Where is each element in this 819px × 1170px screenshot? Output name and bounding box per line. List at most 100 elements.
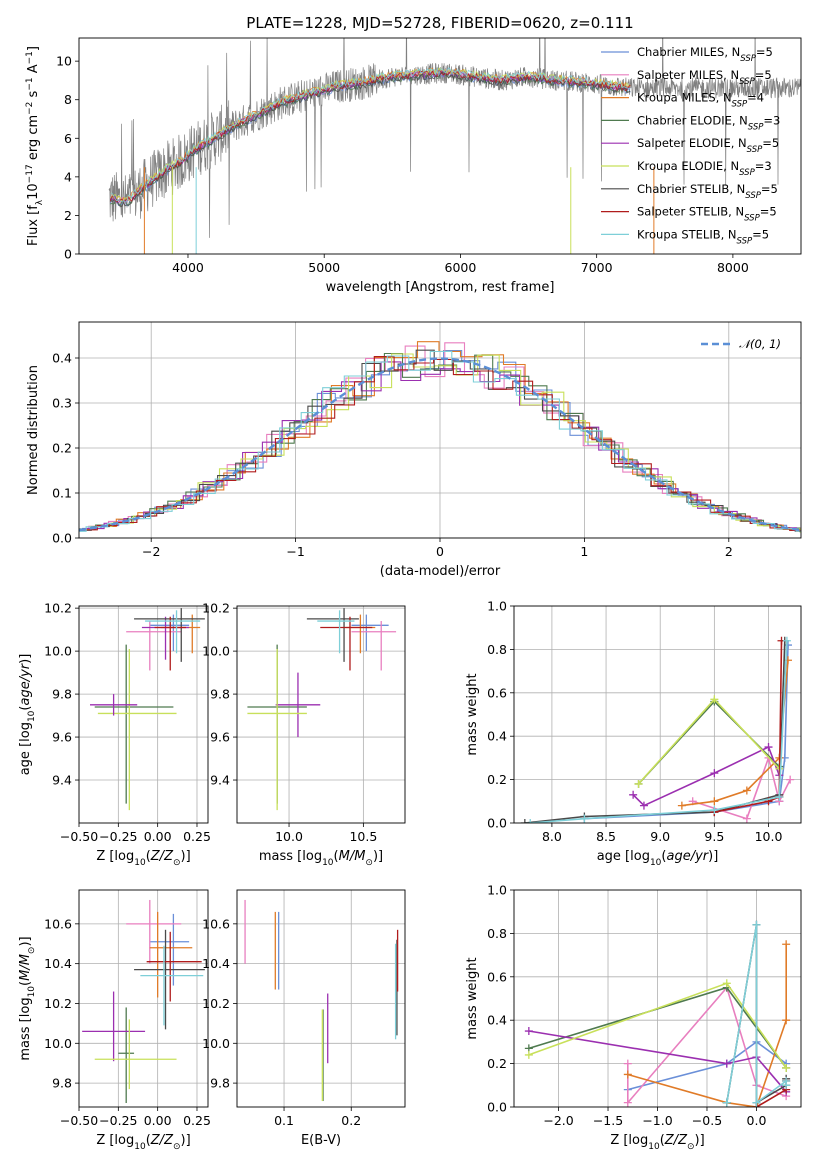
weight-marker — [782, 1016, 791, 1025]
weight-line — [726, 924, 787, 1105]
y-tick-label: 0.8 — [487, 926, 507, 941]
x-tick-label: 1 — [580, 544, 588, 559]
x-tick-label: 8.0 — [542, 829, 562, 844]
panel-residuals: −2 −1 0 1 2 0.0 0.1 0.2 0.3 0.4 (data-model)/error… — [26, 321, 802, 579]
weight-marker — [710, 805, 719, 814]
weight-marker — [722, 1098, 731, 1107]
y-tick-label: 0.1 — [52, 486, 72, 501]
x-axis-label: (data-model)/error — [380, 564, 501, 579]
weight-marker — [634, 779, 643, 788]
weight-line — [714, 640, 783, 813]
y-axis-label: mass [log10(M/M⊙)] — [18, 936, 37, 1060]
panel-age_vs_Z: −0.50 −0.25 0.00 0.25 9.4 9.6 9.8 10.0 10.2 Z [lo… — [18, 601, 211, 868]
y-tick-label: 10.0 — [202, 1036, 230, 1051]
plot-area-residuals — [79, 322, 801, 538]
y-tick-label: 9.6 — [210, 730, 230, 745]
x-axis-label: wavelength [Angstrom, rest frame] — [326, 280, 555, 295]
weight-marker — [752, 1098, 761, 1107]
x-tick-label: 8000 — [717, 260, 749, 275]
plot-area-weight_vs_Z — [514, 890, 801, 1107]
x-tick-label: −1.0 — [642, 1113, 672, 1128]
weight-marker — [623, 1059, 632, 1068]
x-tick-label: 0.25 — [183, 1113, 211, 1128]
weight-line — [627, 944, 787, 1107]
y-tick-label: 10.0 — [202, 644, 230, 659]
y-tick-label: 0.8 — [487, 642, 507, 657]
weight-marker — [524, 1027, 533, 1036]
x-tick-label: 4000 — [172, 260, 204, 275]
panel-mass_vs_Z: −0.50 −0.25 0.00 0.25 9.8 10.0 10.2 10.4 10.6 Z [… — [18, 889, 211, 1152]
figure-title: PLATE=1228, MJD=52728, FIBERID=0620, z=0… — [246, 14, 633, 32]
y-tick-label: 10.0 — [44, 1036, 72, 1051]
legend-entry: Salpeter STELIB, NSSP=5 — [637, 205, 777, 224]
weight-marker — [677, 801, 686, 810]
y-tick-label: 10.2 — [202, 601, 230, 616]
y-tick-label: 9.8 — [210, 687, 230, 702]
x-axis-label: mass [log10(M/M⊙)] — [259, 849, 383, 868]
weight-line — [632, 745, 781, 807]
y-tick-label: 10.6 — [44, 916, 72, 931]
axes-frame — [236, 605, 406, 824]
x-tick-label: 9.0 — [650, 829, 670, 844]
x-tick-label: −0.50 — [60, 1113, 98, 1128]
model-spectrum-line — [109, 70, 631, 208]
plot-area-mass_vs_Z — [79, 890, 208, 1107]
axes-frame — [78, 37, 802, 255]
y-tick-label: 0.0 — [487, 1100, 507, 1115]
x-tick-label: 0.0 — [747, 1113, 767, 1128]
weight-marker — [775, 792, 784, 801]
weight-marker — [722, 1059, 731, 1068]
y-tick-label: 10.2 — [202, 996, 230, 1011]
panel-mass_vs_ebv: 0.1 0.2 9.8 10.0 10.2 10.4 10.6 E(B-V) — [202, 889, 406, 1148]
plot-area-mass_vs_ebv — [237, 890, 405, 1107]
weight-line — [637, 700, 780, 785]
x-axis-label: Z [log10(Z/Z⊙)] — [610, 1133, 704, 1152]
weight-marker — [742, 786, 751, 795]
weight-marker — [722, 979, 731, 988]
x-tick-label: 0.1 — [274, 1113, 294, 1128]
y-tick-label: 4 — [64, 169, 72, 184]
x-tick-label: 0.2 — [341, 1113, 361, 1128]
legend-entry: Chabrier ELODIE, NSSP=3 — [637, 113, 780, 132]
x-tick-label: 0 — [436, 544, 444, 559]
y-tick-label: 0.6 — [487, 685, 507, 700]
legend-entry: Kroupa MILES, NSSP=4 — [637, 91, 764, 110]
y-tick-label: 10.2 — [44, 996, 72, 1011]
x-tick-label: 8.5 — [596, 829, 616, 844]
y-axis-label: mass weight — [465, 957, 480, 1039]
x-tick-label: 2 — [725, 544, 733, 559]
axes-frame — [513, 889, 802, 1108]
y-tick-label: 8 — [64, 92, 72, 107]
y-axis-label: age [log10(age/yr)] — [18, 654, 37, 776]
y-tick-label: 9.4 — [210, 773, 230, 788]
weight-marker — [580, 814, 589, 823]
weight-marker — [526, 819, 535, 823]
y-tick-label: 0.4 — [487, 729, 507, 744]
weight-marker — [623, 1070, 632, 1079]
weight-line — [528, 1030, 787, 1093]
y-tick-label: 9.6 — [52, 730, 72, 745]
x-tick-label: 7000 — [581, 260, 613, 275]
y-tick-label: 0.4 — [487, 1013, 507, 1028]
weight-marker — [524, 1050, 533, 1059]
x-tick-label: 9.5 — [704, 829, 724, 844]
y-tick-label: 9.4 — [52, 773, 72, 788]
weight-line — [681, 660, 789, 807]
y-tick-label: 0 — [64, 247, 72, 262]
axes-frame — [78, 605, 209, 824]
legend-entry: Chabrier STELIB, NSSP=5 — [637, 182, 778, 201]
y-axis-label: mass weight — [465, 673, 480, 755]
legend-entry: Chabrier MILES, NSSP=5 — [637, 45, 773, 64]
x-tick-label: −0.25 — [99, 829, 137, 844]
x-tick-label: 5000 — [308, 260, 340, 275]
y-tick-label: 0.6 — [487, 969, 507, 984]
x-tick-label: −1 — [286, 544, 304, 559]
x-tick-label: 0.00 — [144, 829, 172, 844]
y-tick-label: 6 — [64, 131, 72, 146]
weight-marker — [764, 743, 773, 752]
weight-line — [530, 640, 788, 823]
y-tick-label: 9.8 — [210, 1076, 230, 1091]
y-tick-label: 0.3 — [52, 396, 72, 411]
model-spectrum-line — [110, 71, 631, 207]
